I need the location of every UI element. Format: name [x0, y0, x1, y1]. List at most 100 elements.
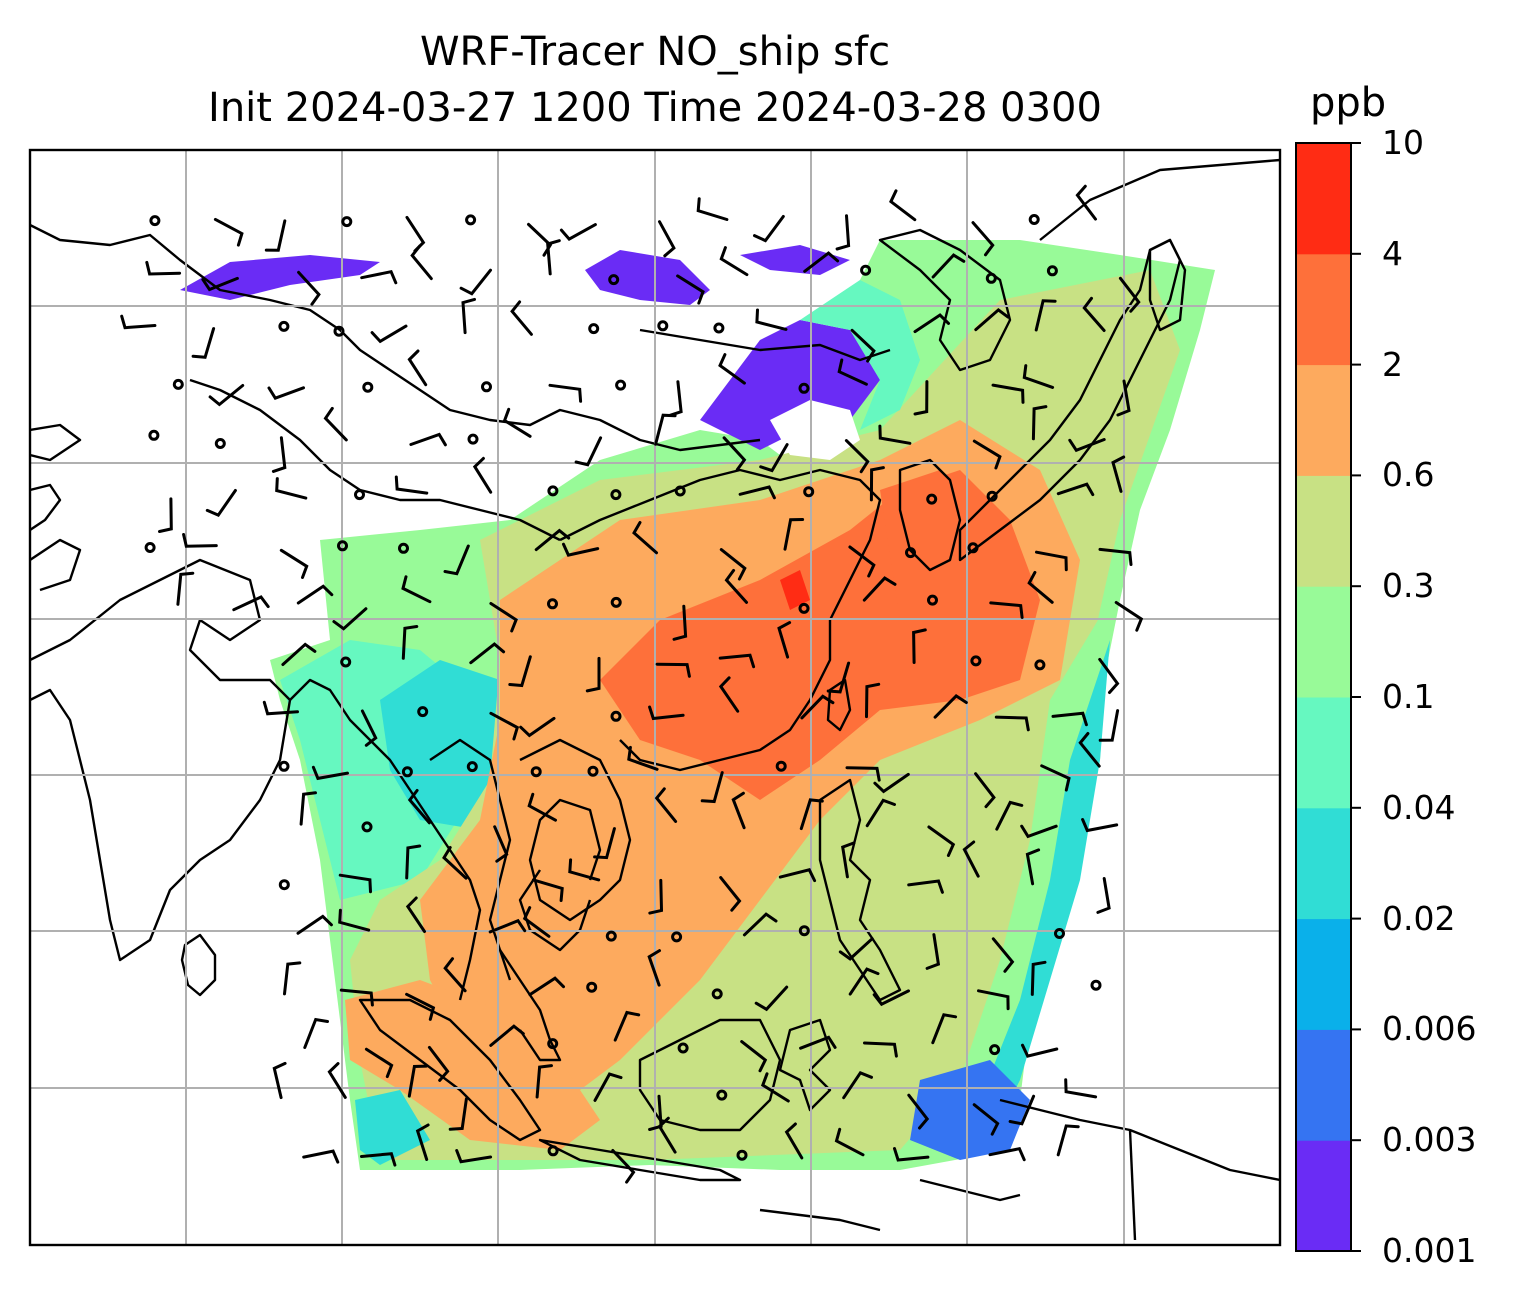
coastline-caspian — [30, 538, 82, 592]
colorbar-tick-label: 0.003 — [1382, 1120, 1477, 1160]
wind-barb — [834, 1127, 865, 1157]
wind-barb — [1020, 824, 1058, 839]
calm-wind-marker — [798, 382, 810, 394]
wind-barb — [489, 602, 518, 633]
colorbar-tick-label: 0.02 — [1382, 898, 1456, 938]
calm-wind-marker — [401, 766, 413, 778]
wind-barb — [784, 1122, 804, 1160]
wind-barb — [778, 868, 817, 883]
wind-barb — [534, 528, 571, 552]
wind-barb — [668, 380, 683, 417]
wind-barb — [1116, 379, 1131, 417]
calm-wind-marker — [417, 706, 429, 718]
calm-wind-marker — [967, 542, 979, 554]
calm-wind-marker — [1034, 659, 1046, 671]
wind-barb — [120, 314, 157, 330]
wind-barb — [913, 380, 929, 416]
colorbar-segment — [1296, 918, 1351, 1030]
field-darkorange-east — [880, 470, 1000, 650]
wind-barb — [907, 1093, 930, 1130]
calm-wind-marker — [587, 765, 599, 777]
calm-wind-marker — [333, 325, 345, 337]
wind-barb — [469, 642, 506, 665]
wind-barb — [311, 765, 349, 781]
calm-wind-marker — [671, 931, 683, 943]
coastline-india — [30, 558, 292, 962]
calm-wind-marker — [610, 710, 622, 722]
coastline-kamchatka — [1039, 158, 1280, 241]
field-low-southeast — [910, 1060, 1030, 1160]
wind-barb — [848, 967, 880, 996]
calm-wind-marker — [803, 486, 815, 498]
wind-barb — [1031, 405, 1048, 441]
wind-barb — [977, 989, 1010, 1011]
coastline-java — [538, 1138, 742, 1182]
coastline-borneo — [638, 1018, 782, 1132]
field-aqua-north-plume — [800, 280, 920, 430]
wind-barb — [559, 223, 597, 242]
wind-barb — [1098, 547, 1133, 566]
wind-barb — [742, 912, 778, 937]
calm-wind-marker — [214, 438, 226, 449]
coastline-bay-bengal — [289, 678, 482, 1001]
colorbar-tick-label: 0.006 — [1382, 1009, 1477, 1049]
coastline-nusa-tenggara — [759, 1208, 881, 1232]
wind-barb — [848, 545, 876, 578]
wind-barb — [493, 825, 509, 863]
wind-barb — [991, 937, 1015, 973]
coastline-new-guinea — [999, 1098, 1280, 1182]
wind-barb — [755, 308, 788, 331]
calm-wind-marker — [736, 1149, 748, 1161]
wind-barb — [991, 383, 1025, 404]
wind-barb — [696, 197, 729, 221]
wind-barb — [1022, 364, 1055, 389]
map-title-line1: WRF-Tracer NO_ship sfc — [419, 29, 891, 75]
wind-barb — [850, 328, 876, 363]
colorbar-segment — [1296, 586, 1351, 698]
colorbar-segment — [1296, 697, 1351, 809]
field-cyan-bay — [380, 660, 520, 830]
wind-barb — [719, 246, 749, 277]
colorbar-segment — [1296, 1140, 1351, 1252]
wind-barb — [611, 1149, 636, 1184]
calm-wind-marker — [608, 274, 620, 286]
wind-barb — [1035, 550, 1068, 572]
wind-barb — [657, 1116, 677, 1154]
calm-wind-marker — [860, 264, 872, 276]
wind-barb — [872, 989, 910, 1007]
map-frame — [28, 148, 1282, 1247]
colorbar-unit-label: ppb — [1310, 80, 1387, 126]
wind-barb — [360, 1152, 397, 1167]
calm-wind-marker — [674, 485, 686, 497]
wind-barb — [803, 251, 840, 273]
wind-barb — [760, 1072, 790, 1103]
wind-barb — [893, 1147, 930, 1162]
wind-barb — [878, 424, 912, 445]
wind-barb — [405, 896, 426, 933]
wind-barb — [489, 711, 520, 741]
wind-barb — [799, 1035, 837, 1050]
calm-wind-marker — [278, 760, 290, 772]
wind-barb — [332, 607, 368, 631]
wind-barb — [913, 313, 950, 334]
wind-barb — [962, 840, 980, 878]
wind-barb — [1078, 732, 1101, 768]
wind-barb — [873, 772, 910, 794]
wind-barb — [995, 800, 1024, 831]
calm-wind-marker — [362, 381, 374, 393]
calm-wind-marker — [711, 988, 723, 1000]
wind-barb — [731, 791, 746, 830]
wind-barb — [279, 548, 309, 579]
wind-barb — [838, 937, 874, 961]
wind-barb — [427, 1045, 450, 1082]
wind-barb — [972, 1103, 1000, 1136]
wind-barb — [719, 876, 742, 912]
wind-barb — [632, 521, 658, 555]
colorbar-tick-label: 4 — [1382, 233, 1403, 273]
wind-barb — [863, 1041, 898, 1058]
wind-barb — [339, 988, 374, 1007]
wind-barb — [1068, 438, 1106, 453]
wind-barb — [338, 908, 371, 932]
wind-barb — [648, 705, 685, 721]
